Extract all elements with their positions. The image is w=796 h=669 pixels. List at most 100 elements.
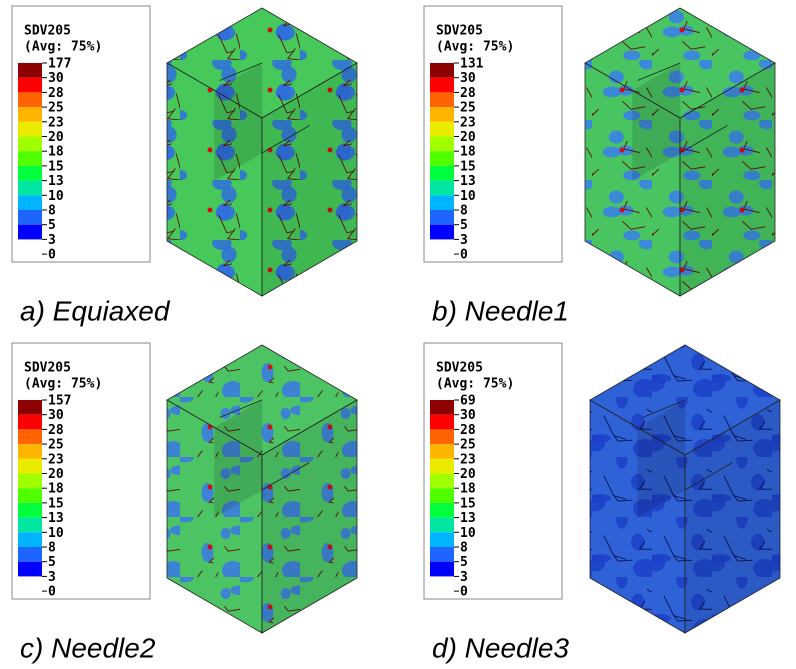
colorbar-swatch [430, 518, 454, 533]
cube [585, 8, 775, 296]
caption: a) Equiaxed [20, 295, 171, 326]
colorbar-swatch [430, 92, 454, 107]
colorbar-swatch [430, 195, 454, 210]
colorbar-swatch [18, 429, 42, 444]
colorbar-label: 13 [460, 174, 476, 189]
colorbar-label: 13 [460, 511, 476, 526]
colorbar-swatch [430, 151, 454, 166]
colorbar-label: 0 [48, 248, 56, 263]
colorbar-label: 18 [48, 145, 64, 160]
legend-subtitle: (Avg: 75%) [24, 40, 102, 55]
colorbar-label: 13 [48, 174, 64, 189]
colorbar-swatch [18, 547, 42, 562]
colorbar-label: 30 [460, 408, 476, 423]
colorbar-swatch [430, 444, 454, 459]
colorbar-swatch [18, 137, 42, 152]
colorbar-label: 23 [48, 115, 64, 130]
colorbar-label: 25 [48, 101, 64, 116]
colorbar-label: 5 [48, 555, 56, 570]
cube [167, 8, 357, 296]
colorbar-swatch [430, 137, 454, 152]
legend-subtitle: (Avg: 75%) [436, 40, 514, 55]
colorbar-label: 20 [48, 467, 64, 482]
caption: b) Needle1 [432, 295, 569, 326]
panel: SDV205(Avg: 75%)177302825232018151310853… [12, 6, 357, 326]
colorbar-swatch [18, 78, 42, 93]
colorbar-swatch [18, 415, 42, 430]
colorbar-label: 30 [48, 71, 64, 86]
colorbar-label: 177 [48, 57, 71, 72]
colorbar-swatch [430, 562, 454, 577]
colorbar-swatch [18, 107, 42, 122]
colorbar-swatch [18, 225, 42, 240]
colorbar-swatch [430, 429, 454, 444]
colorbar-swatch [18, 122, 42, 137]
colorbar-swatch [430, 547, 454, 562]
caption: c) Needle2 [20, 632, 156, 663]
colorbar-label: 5 [48, 218, 56, 233]
colorbar-label: 28 [48, 86, 64, 101]
colorbar-label: 10 [48, 189, 64, 204]
colorbar-label: 0 [460, 248, 468, 263]
legend-subtitle: (Avg: 75%) [436, 377, 514, 392]
colorbar-swatch [18, 63, 42, 78]
colorbar-swatch [430, 400, 454, 415]
colorbar-label: 8 [48, 204, 56, 219]
colorbar-swatch [18, 151, 42, 166]
colorbar-label: 30 [460, 71, 476, 86]
colorbar-label: 15 [48, 496, 64, 511]
colorbar-label: 157 [48, 394, 71, 409]
colorbar-swatch [430, 225, 454, 240]
colorbar-swatch [430, 63, 454, 78]
panel: SDV205(Avg: 75%)693028252320181513108530… [424, 343, 780, 663]
colorbar-swatch [18, 166, 42, 181]
colorbar-label: 23 [460, 452, 476, 467]
colorbar-swatch [430, 532, 454, 547]
colorbar-label: 15 [48, 159, 64, 174]
legend-title: SDV205 [436, 361, 483, 376]
colorbar-swatch [430, 181, 454, 196]
legend-subtitle: (Avg: 75%) [24, 377, 102, 392]
colorbar-swatch [430, 488, 454, 503]
colorbar-label: 3 [48, 570, 56, 585]
colorbar-label: 0 [460, 585, 468, 600]
colorbar-label: 5 [460, 218, 468, 233]
colorbar-label: 131 [460, 57, 484, 72]
colorbar-swatch [18, 444, 42, 459]
colorbar-label: 0 [48, 585, 56, 600]
legend-title: SDV205 [24, 24, 71, 39]
colorbar-label: 18 [460, 145, 476, 160]
colorbar-label: 18 [460, 482, 476, 497]
colorbar-label: 28 [460, 86, 476, 101]
colorbar-label: 8 [48, 541, 56, 556]
colorbar-label: 10 [460, 189, 476, 204]
colorbar-label: 8 [460, 204, 468, 219]
colorbar-label: 30 [48, 408, 64, 423]
colorbar-label: 28 [460, 423, 476, 438]
caption: d) Needle3 [432, 632, 569, 663]
colorbar-swatch [18, 532, 42, 547]
colorbar-swatch [18, 518, 42, 533]
colorbar-swatch [430, 166, 454, 181]
colorbar-swatch [18, 400, 42, 415]
figure: SDV205(Avg: 75%)177302825232018151310853… [0, 0, 796, 669]
colorbar-swatch [430, 210, 454, 225]
colorbar-label: 15 [460, 496, 476, 511]
colorbar-label: 13 [48, 511, 64, 526]
legend-title: SDV205 [436, 24, 483, 39]
colorbar-swatch [18, 459, 42, 474]
colorbar-label: 28 [48, 423, 64, 438]
cube [167, 345, 357, 633]
colorbar-label: 25 [460, 101, 476, 116]
colorbar-label: 15 [460, 159, 476, 174]
cube [590, 345, 780, 633]
colorbar-swatch [430, 78, 454, 93]
colorbar-label: 69 [460, 394, 476, 409]
colorbar-swatch [18, 210, 42, 225]
colorbar-swatch [18, 503, 42, 518]
colorbar-label: 3 [460, 233, 468, 248]
colorbar-label: 3 [460, 570, 468, 585]
legend-title: SDV205 [24, 361, 71, 376]
colorbar-label: 23 [48, 452, 64, 467]
colorbar-label: 20 [48, 130, 64, 145]
